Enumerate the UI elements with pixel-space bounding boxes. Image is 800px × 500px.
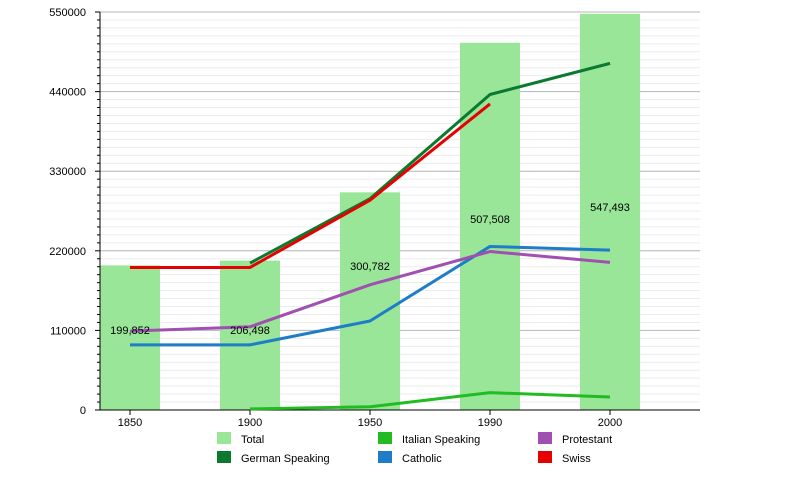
y-tick-label: 110000 xyxy=(50,325,86,337)
x-tick-label: 1990 xyxy=(478,417,502,429)
data-label: 547,493 xyxy=(590,202,630,214)
legend-label: Total xyxy=(241,434,264,446)
legend: Total German Speaking Italian Speaking Cath… xyxy=(217,432,612,465)
series-line-swiss xyxy=(130,102,491,269)
legend-label: Protestant xyxy=(562,434,612,446)
y-tick-label: 0 xyxy=(80,405,86,417)
series-line-italian-speaking xyxy=(249,391,611,411)
legend-swatch-italian-speaking xyxy=(378,432,392,444)
x-tick-label: 1950 xyxy=(358,417,382,429)
y-tick-label: 550000 xyxy=(49,7,86,19)
legend-swatch-total xyxy=(217,432,231,444)
data-label: 199,852 xyxy=(110,325,150,337)
bar-1900 xyxy=(220,260,280,410)
data-label: 300,782 xyxy=(350,261,390,273)
series-line-protestant xyxy=(129,250,611,333)
legend-swatch-catholic xyxy=(378,451,392,463)
y-tick-label: 440000 xyxy=(49,87,86,99)
x-tick-label: 2000 xyxy=(598,417,622,429)
x-tick-label: 1850 xyxy=(118,417,142,429)
legend-label: German Speaking xyxy=(241,453,330,465)
legend-label: Catholic xyxy=(402,453,442,465)
axes: 0 110000 220000 330000 440000 550000 1850 1900 1… xyxy=(49,7,700,429)
data-labels: 199,852 206,498 300,782 507,508 547,493 xyxy=(110,202,630,337)
legend-label: Italian Speaking xyxy=(402,434,480,446)
bar-1850 xyxy=(100,265,160,410)
series-lines xyxy=(129,61,611,411)
x-tick-label: 1900 xyxy=(238,417,262,429)
bars xyxy=(100,13,640,411)
series-line-german-speaking xyxy=(249,61,611,265)
series-line-catholic xyxy=(130,244,611,347)
data-label: 206,498 xyxy=(230,325,270,337)
legend-swatch-swiss xyxy=(538,451,552,463)
data-label: 507,508 xyxy=(470,214,510,226)
y-tick-label: 330000 xyxy=(49,166,86,178)
y-tick-label: 220000 xyxy=(49,246,86,258)
legend-swatch-german-speaking xyxy=(217,451,231,463)
legend-swatch-protestant xyxy=(538,432,552,444)
bar-2000 xyxy=(580,13,640,411)
bar-1950 xyxy=(340,192,400,410)
legend-label: Swiss xyxy=(562,453,591,465)
bar-1990 xyxy=(460,42,520,411)
